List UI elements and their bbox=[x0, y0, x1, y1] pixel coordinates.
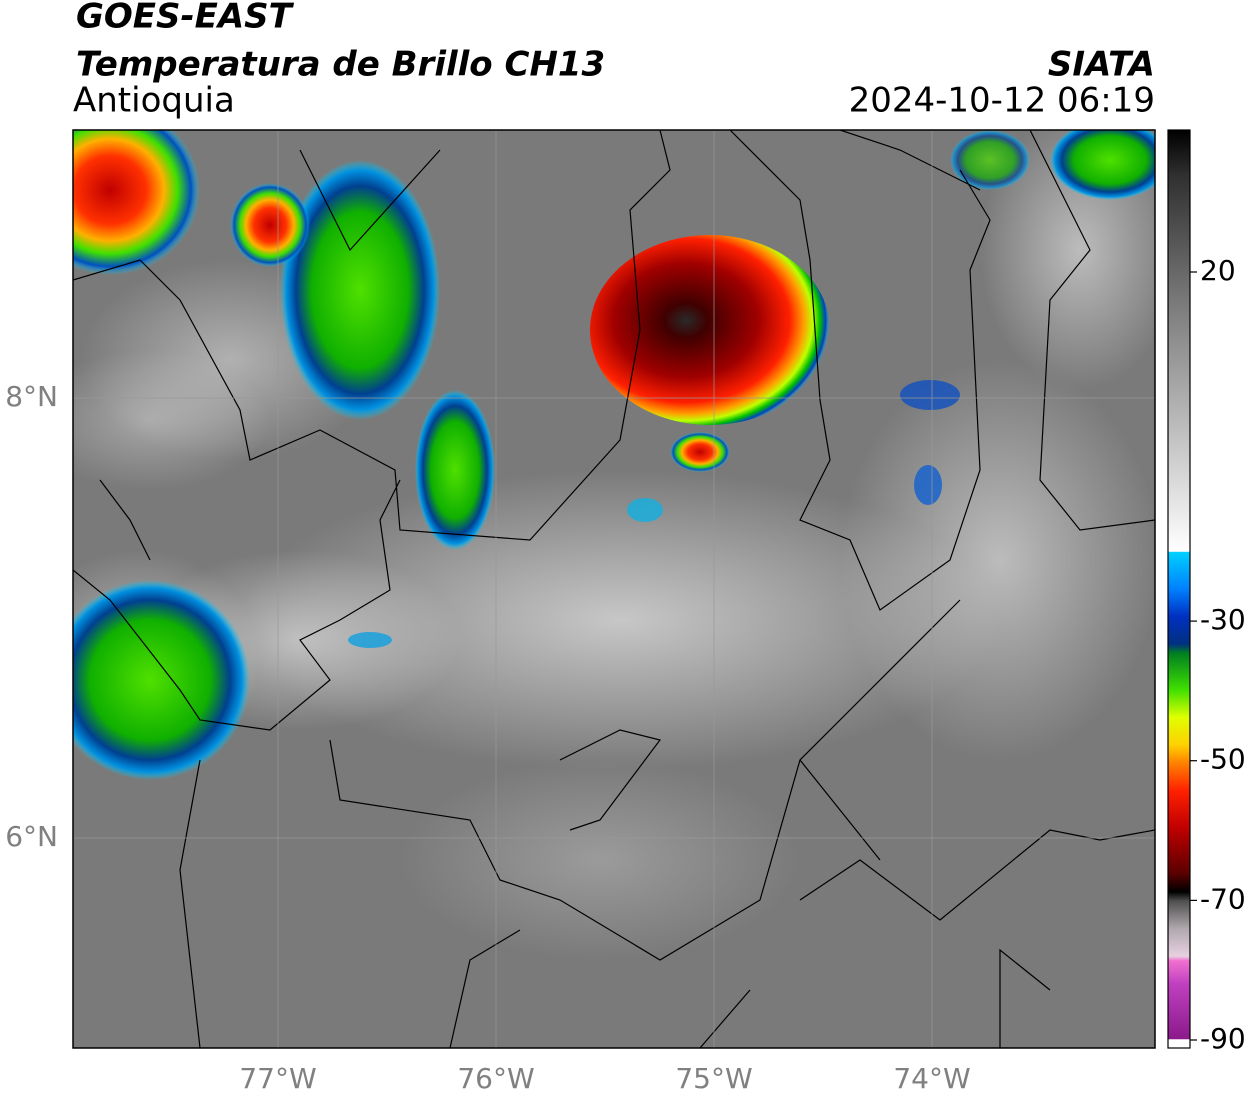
satellite-image bbox=[73, 130, 1155, 1048]
colorbar-tick-label: 20 bbox=[1200, 254, 1236, 287]
map-frame bbox=[72, 129, 1156, 1049]
graticule bbox=[73, 130, 1155, 1048]
lat-tick-label: 8°N bbox=[5, 380, 58, 413]
subtitle: Temperatura de Brillo CH13 bbox=[76, 45, 605, 85]
source: SIATA bbox=[1048, 45, 1155, 85]
lon-tick-label: 77°W bbox=[239, 1062, 316, 1095]
colorbar-tick-label: -30 bbox=[1200, 603, 1246, 636]
colorbar-tick-label: -50 bbox=[1200, 743, 1246, 776]
title: GOES-EAST bbox=[76, 0, 295, 37]
colorbar-tick-label: -70 bbox=[1200, 882, 1246, 915]
datetime: 2024-10-12 06:19 bbox=[849, 81, 1155, 121]
lon-tick-label: 74°W bbox=[893, 1062, 970, 1095]
lon-tick-label: 76°W bbox=[457, 1062, 534, 1095]
colorbar bbox=[1167, 129, 1191, 1049]
lon-tick-label: 75°W bbox=[675, 1062, 752, 1095]
region: Antioquia bbox=[73, 81, 235, 121]
colorbar-tick-label: -90 bbox=[1200, 1022, 1246, 1055]
lat-tick-label: 6°N bbox=[5, 820, 58, 853]
borders bbox=[73, 130, 1155, 1048]
